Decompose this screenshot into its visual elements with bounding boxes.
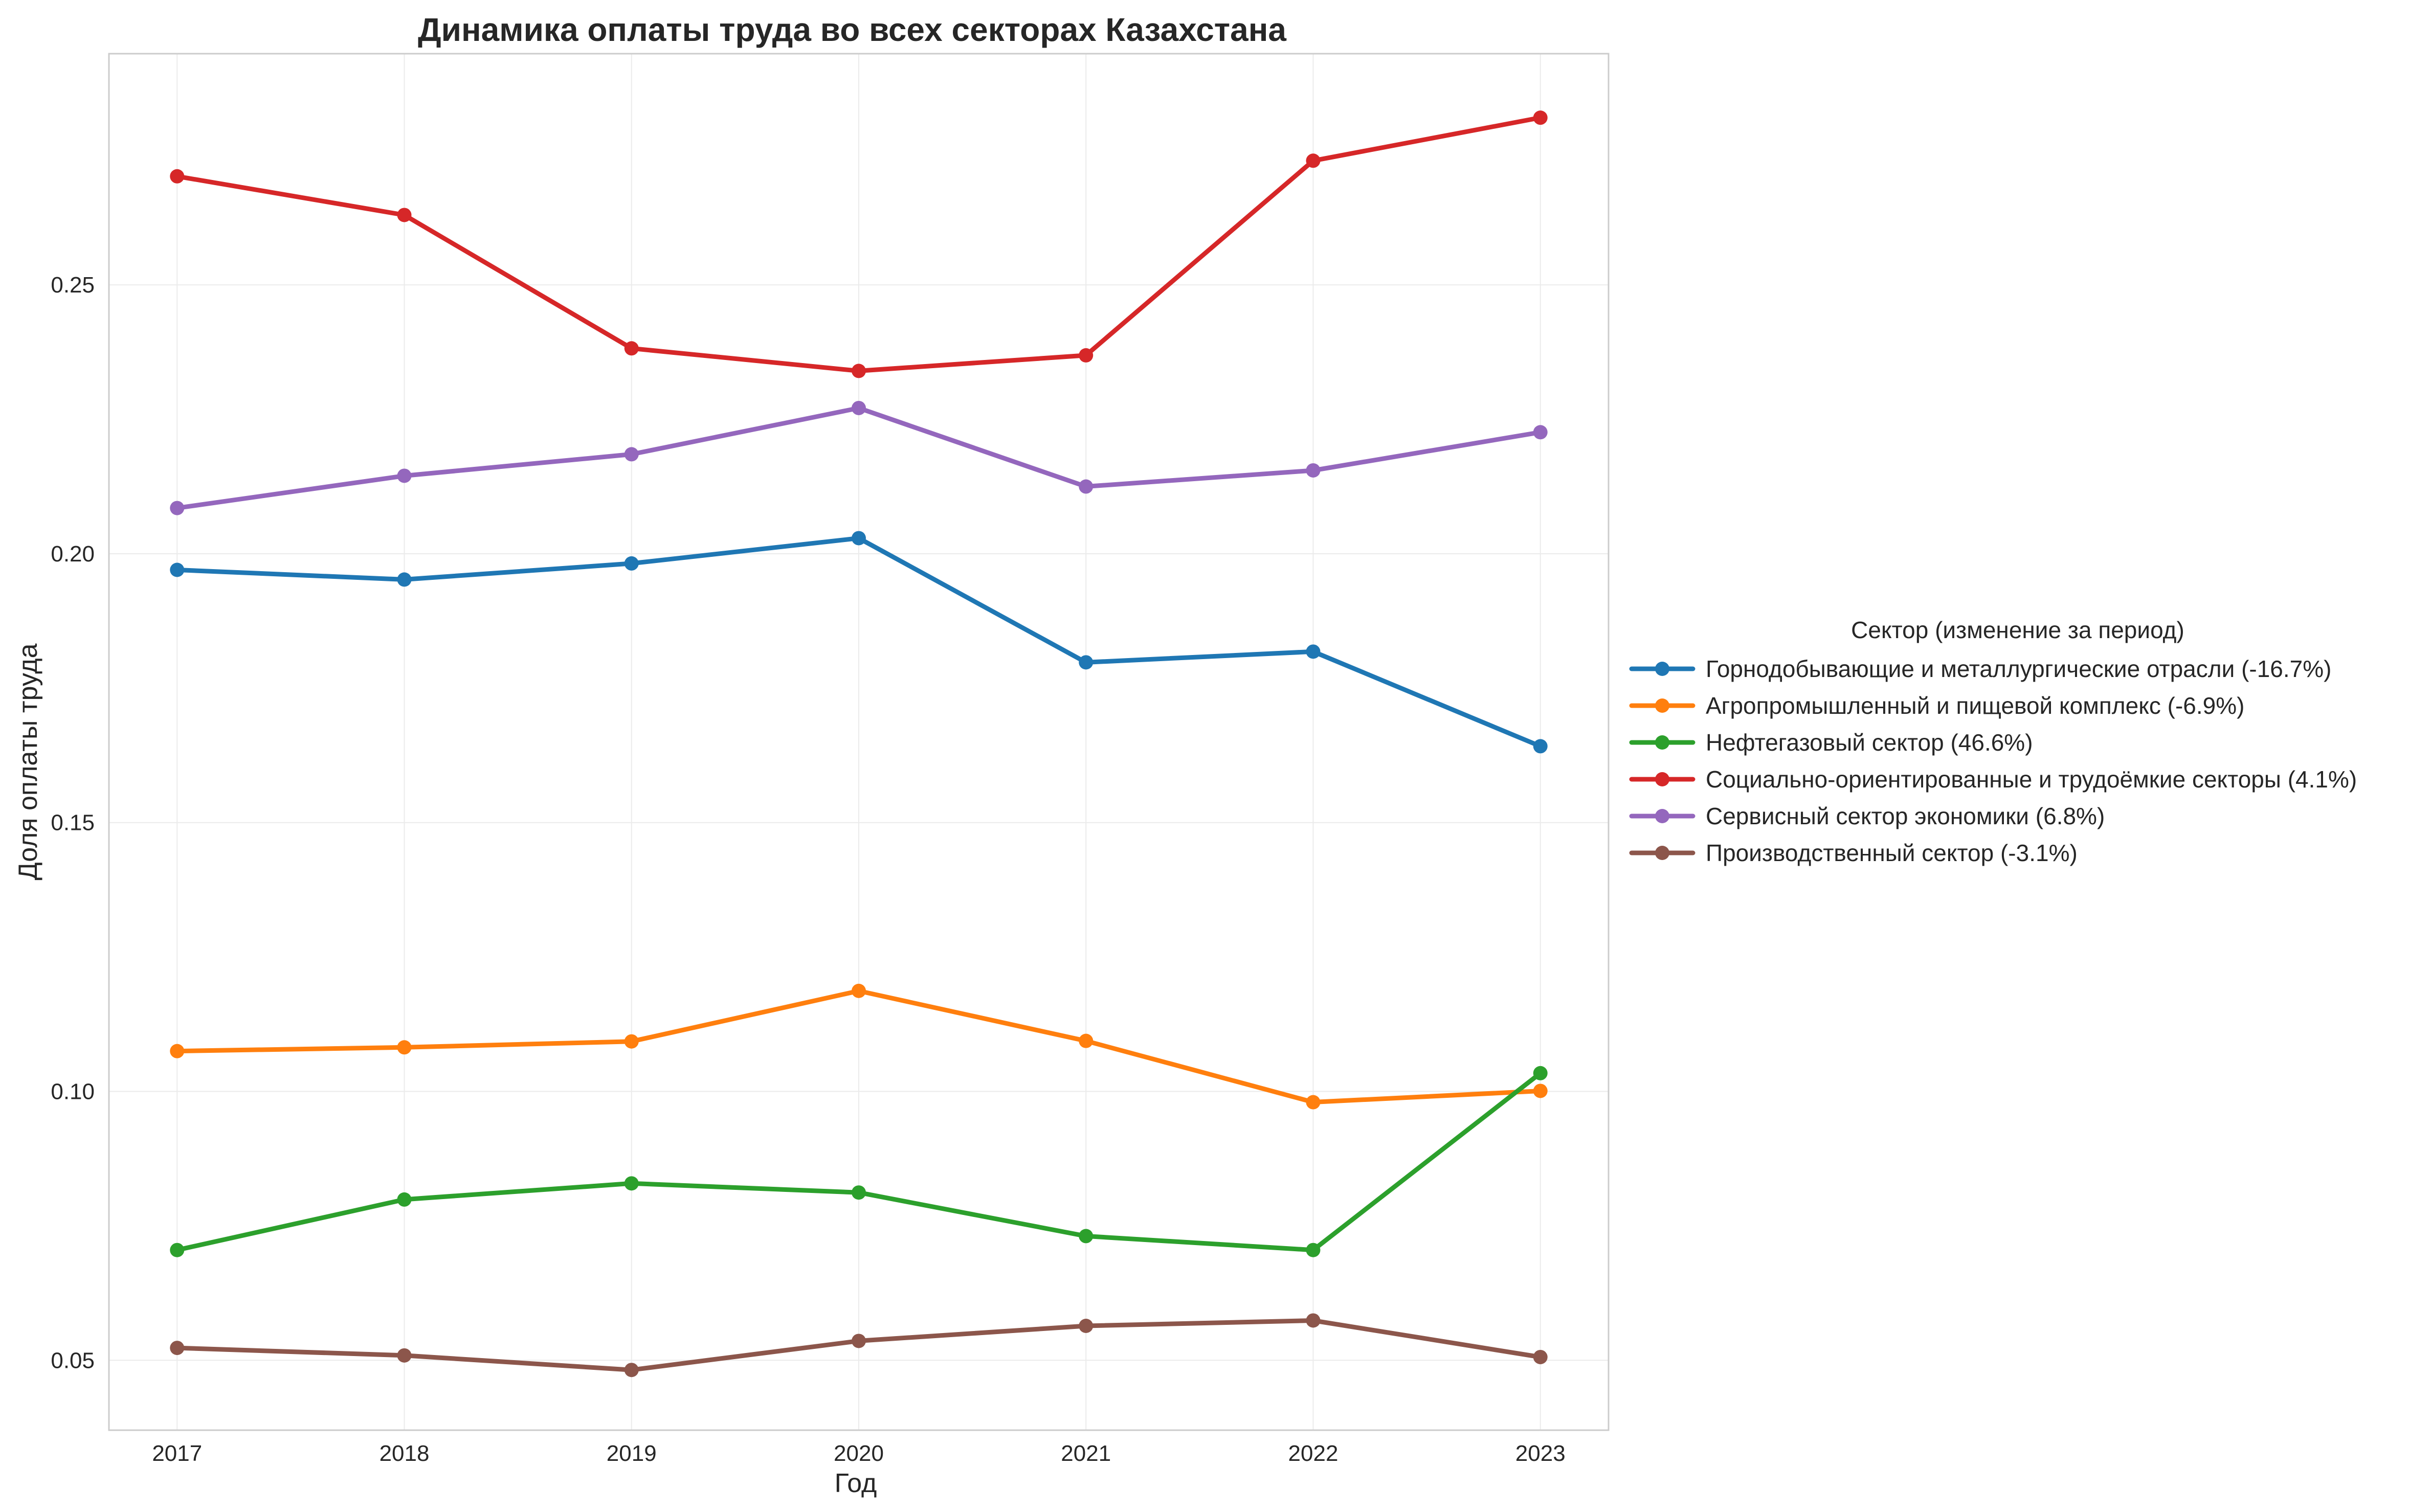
data-point [170,562,185,577]
data-point [1079,348,1094,363]
data-point [1079,1229,1094,1244]
legend-label: Социально-ориентированные и трудоёмкие с… [1706,766,2357,793]
legend-title: Сектор (изменение за период) [1851,617,2184,643]
data-point [1306,463,1321,478]
legend-entries: Горнодобывающие и металлургические отрас… [1629,656,2357,866]
plot-area [108,53,1610,1431]
tick-labels: 2017 2018 2019 2020 2021 2022 2023 0.05 0.10 0.15… [51,273,1565,1466]
grid-lines [109,54,1609,1430]
series-6 [170,1313,1548,1378]
data-point [852,531,866,546]
y-tick-label: 0.10 [51,1079,95,1104]
data-point [1079,479,1094,494]
legend-marker [1655,735,1669,750]
data-point [624,447,639,462]
data-point [170,501,185,515]
data-point [1533,1349,1548,1364]
data-point [1079,1033,1094,1048]
x-axis-label: Год [835,1469,877,1498]
y-axis-label: Доля оплаты труда [13,643,43,880]
x-tick-label: 2022 [1288,1441,1338,1466]
series-4 [170,110,1548,378]
data-point [624,1363,639,1378]
data-point [397,208,412,222]
data-point [1533,110,1548,125]
data-point [1306,1243,1321,1257]
data-point [852,364,866,378]
legend-marker [1655,698,1669,713]
data-point [624,1176,639,1191]
legend-label: Сервисный сектор экономики (6.8%) [1706,803,2105,829]
data-point [1079,1318,1094,1333]
series-5 [170,400,1548,515]
series-1 [170,531,1548,754]
data-point [624,1034,639,1049]
legend-marker [1655,846,1669,860]
legend-label: Нефтегазовый сектор (46.6%) [1706,729,2033,756]
series-2 [170,983,1548,1110]
legend-label: Горнодобывающие и металлургические отрас… [1706,656,2331,682]
x-tick-label: 2019 [607,1441,657,1466]
legend-label: Агропромышленный и пищевой комплекс (-6.… [1706,692,2244,719]
data-point [1306,153,1321,168]
data-point [1306,1095,1321,1110]
x-tick-label: 2021 [1061,1441,1111,1466]
legend-label: Производственный сектор (-3.1%) [1706,840,2078,866]
x-tick-label: 2020 [834,1441,884,1466]
data-point [852,400,866,415]
data-point [397,572,412,587]
legend: Сектор (изменение за период) Горнодобыва… [1629,617,2357,866]
data-point [170,1341,185,1356]
legend-marker [1655,772,1669,786]
data-point [1533,425,1548,440]
data-point [397,1348,412,1363]
data-point [624,556,639,571]
data-point [170,1243,185,1257]
data-point [397,1040,412,1055]
data-point [852,983,866,998]
data-point [1533,739,1548,754]
legend-item: Горнодобывающие и металлургические отрас… [1629,656,2331,682]
x-tick-label: 2023 [1515,1441,1566,1466]
data-point [397,468,412,483]
x-tick-label: 2018 [380,1441,430,1466]
legend-item: Социально-ориентированные и трудоёмкие с… [1629,766,2357,793]
data-point [1306,644,1321,659]
y-tick-label: 0.05 [51,1348,95,1373]
data-point [170,169,185,184]
legend-item: Производственный сектор (-3.1%) [1629,840,2078,866]
series-layer [170,110,1548,1378]
legend-item: Сервисный сектор экономики (6.8%) [1629,803,2105,829]
legend-item: Нефтегазовый сектор (46.6%) [1629,729,2033,756]
data-point [1079,655,1094,670]
data-point [852,1185,866,1200]
data-point [1533,1066,1548,1080]
y-tick-label: 0.25 [51,273,95,298]
y-tick-label: 0.20 [51,541,95,567]
chart-title: Динамика оплаты труда во всех секторах К… [418,11,1286,48]
legend-marker [1655,662,1669,676]
x-tick-label: 2017 [152,1441,202,1466]
data-point [397,1192,412,1207]
data-point [624,341,639,356]
legend-item: Агропромышленный и пищевой комплекс (-6.… [1629,692,2244,719]
series-3 [170,1066,1548,1257]
data-point [170,1044,185,1058]
data-point [1306,1313,1321,1328]
legend-marker [1655,809,1669,823]
data-point [1533,1084,1548,1098]
data-point [852,1334,866,1348]
y-tick-label: 0.15 [51,810,95,836]
